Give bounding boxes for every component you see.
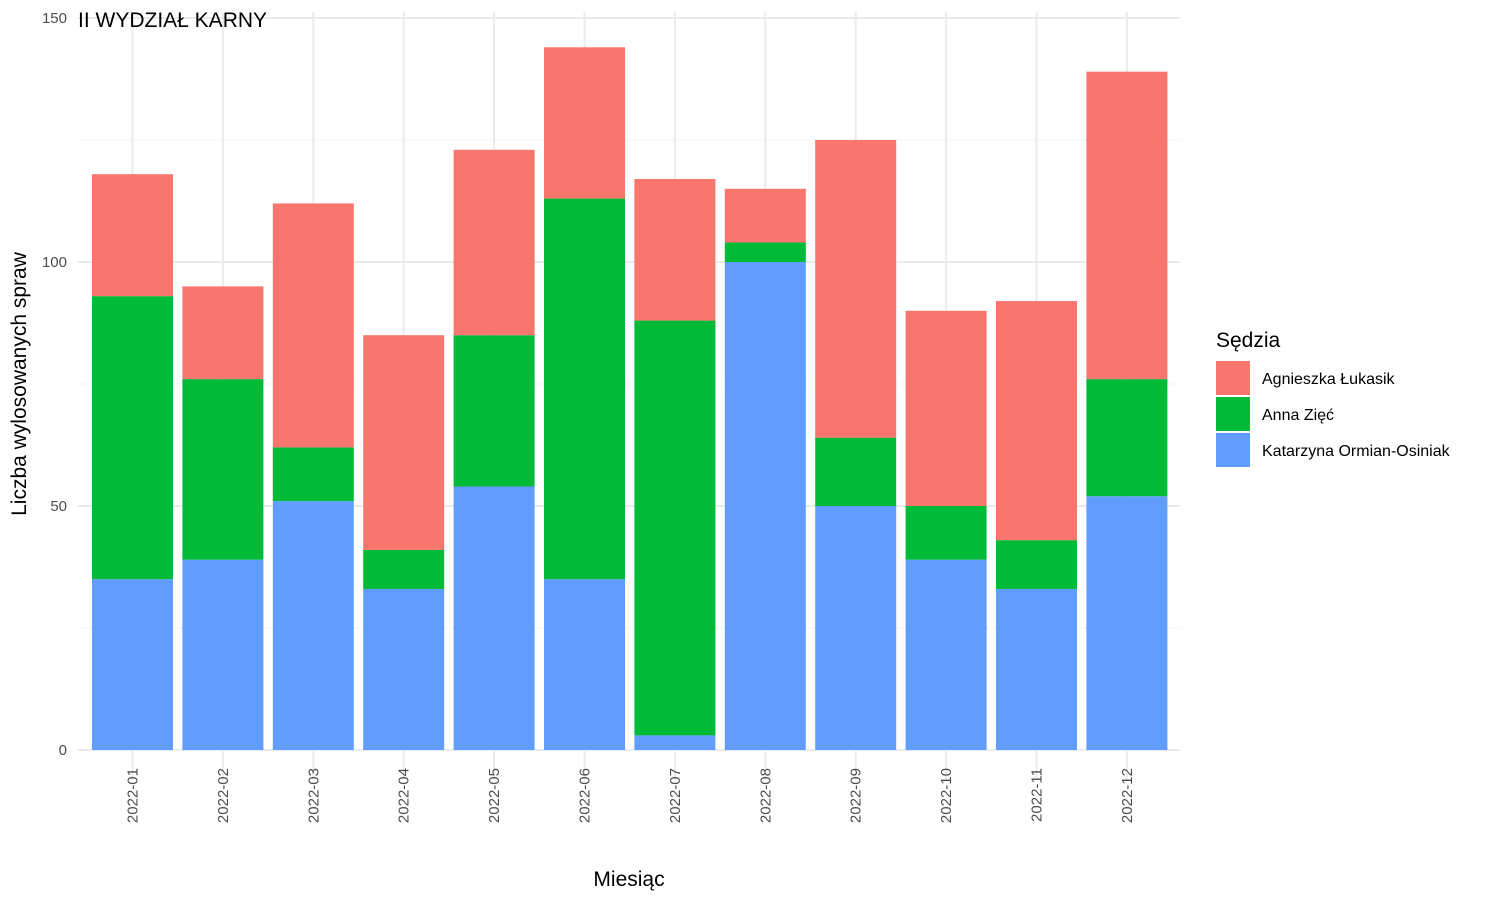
bar-segment (634, 735, 716, 750)
y-axis-ticks: 0 50 100 150 (42, 10, 67, 759)
bar-segment (1086, 496, 1168, 750)
x-tick-label: 2022-08 (757, 768, 774, 823)
bar-segment (815, 506, 897, 750)
bar-segment (996, 540, 1077, 589)
x-tick-label: 2022-07 (667, 768, 684, 823)
bar-segment (182, 559, 264, 750)
y-axis-title: Liczba wylosowanych spraw (8, 251, 31, 516)
bar-segment (544, 47, 625, 199)
y-tick-label: 0 (59, 742, 67, 759)
bar-segment (453, 335, 535, 487)
bar-segment (724, 242, 806, 262)
y-tick-label: 150 (42, 10, 67, 27)
legend-label: Katarzyna Ormian-Osiniak (1262, 443, 1451, 460)
bar-segment (182, 286, 264, 380)
x-axis-title: Miesiąc (593, 868, 664, 891)
bar-segment (815, 140, 897, 438)
bar-segment (1086, 379, 1168, 497)
x-tick-label: 2022-04 (396, 768, 413, 823)
bar-segment (92, 579, 173, 750)
bar-segment (544, 579, 625, 750)
legend: Sędzia Agnieszka Łukasik Anna Zięć Katarzy… (1216, 329, 1451, 467)
chart-title: II WYDZIAŁ KARNY (78, 9, 267, 32)
bar-segment (363, 335, 445, 550)
bar-segment (182, 379, 264, 560)
bar-segment (815, 437, 897, 506)
bar-segment (724, 262, 806, 750)
bar-segment (905, 559, 987, 750)
bar-segment (634, 320, 716, 736)
bar-segment (272, 501, 354, 750)
bar-segment (905, 310, 987, 506)
bar-segment (905, 506, 987, 560)
x-tick-label: 2022-02 (215, 768, 232, 823)
bar-segment (634, 179, 716, 321)
x-tick-label: 2022-05 (486, 768, 503, 823)
bar-segment (996, 588, 1077, 750)
bar-segment (363, 549, 445, 589)
bars (92, 47, 1168, 750)
legend-swatch (1216, 433, 1250, 467)
legend-swatch (1216, 361, 1250, 395)
y-tick-label: 50 (50, 498, 67, 515)
x-tick-label: 2022-01 (125, 768, 142, 823)
bar-segment (1086, 71, 1168, 380)
x-axis-ticks: 2022-01 2022-02 2022-03 2022-04 2022-05 2022-… (125, 768, 1136, 823)
bar-segment (363, 588, 445, 750)
bar-segment (272, 203, 354, 448)
bar-segment (453, 486, 535, 750)
x-tick-label: 2022-06 (577, 768, 594, 823)
legend-label: Anna Zięć (1262, 407, 1334, 424)
x-tick-label: 2022-09 (848, 768, 865, 823)
bar-segment (724, 188, 806, 243)
bar-segment (92, 296, 173, 580)
x-tick-label: 2022-12 (1119, 768, 1136, 823)
x-tick-label: 2022-10 (938, 768, 955, 823)
x-tick-label: 2022-11 (1029, 768, 1046, 822)
x-tick-label: 2022-03 (305, 768, 322, 823)
y-tick-label: 100 (42, 254, 67, 271)
bar-segment (272, 447, 354, 502)
bar-segment (453, 149, 535, 336)
legend-title: Sędzia (1216, 329, 1281, 352)
bar-segment (544, 198, 625, 580)
bar-segment (92, 174, 173, 297)
legend-swatch (1216, 397, 1250, 431)
legend-label: Agnieszka Łukasik (1262, 371, 1396, 388)
bar-segment (996, 301, 1077, 541)
